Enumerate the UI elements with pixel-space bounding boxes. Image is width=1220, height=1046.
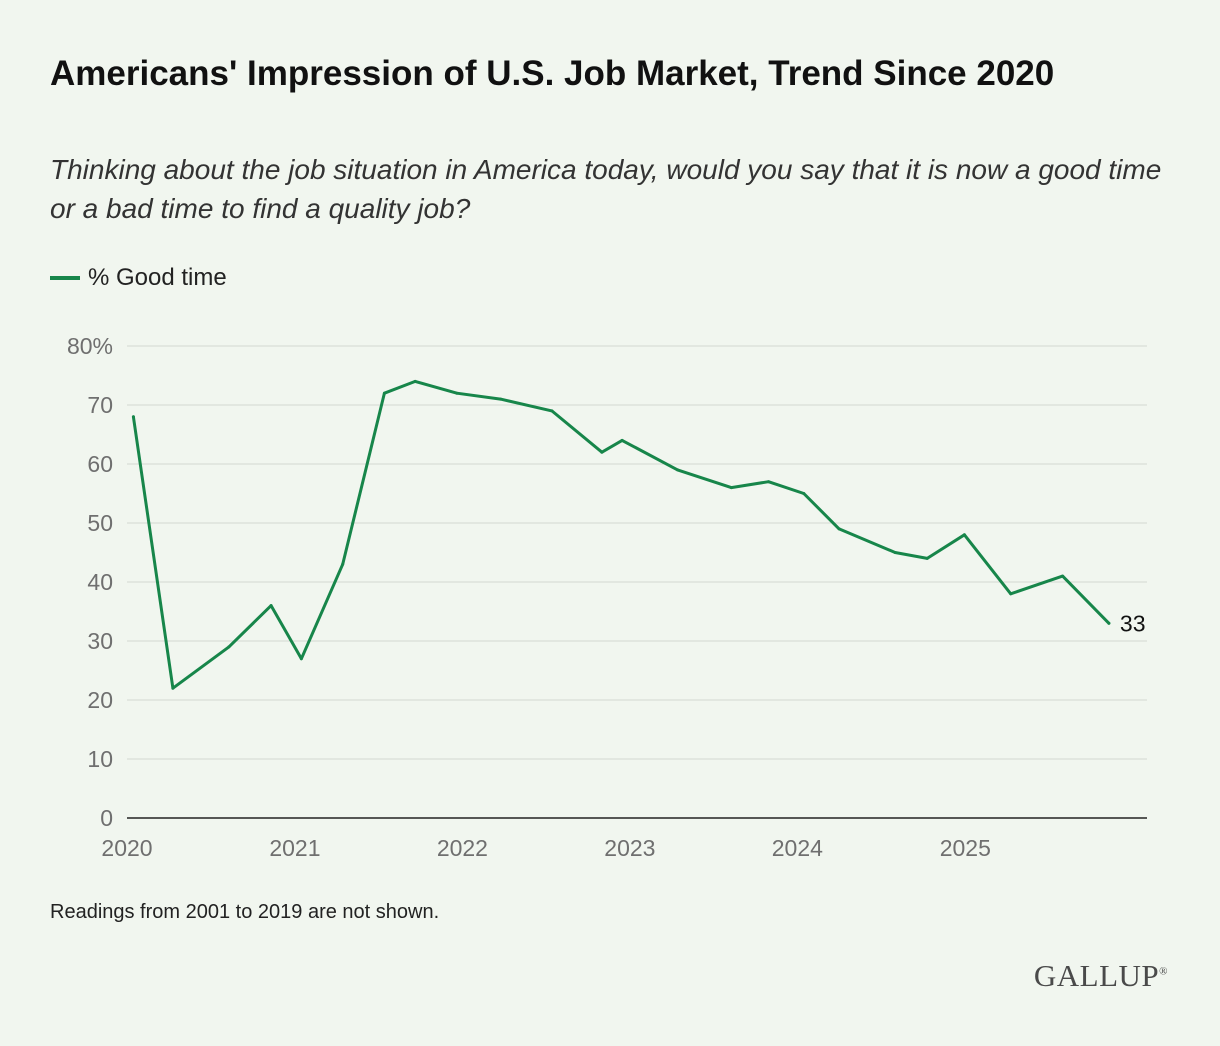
x-tick-label: 2022	[437, 835, 488, 861]
y-tick-label: 40	[87, 569, 113, 595]
chart-subtitle: Thinking about the job situation in Amer…	[50, 154, 1162, 224]
y-tick-label: 60	[87, 451, 113, 477]
data-point	[413, 379, 417, 383]
data-point	[962, 533, 966, 537]
y-tick-label: 70	[87, 392, 113, 418]
data-point	[925, 556, 929, 560]
y-tick-label: 80%	[67, 333, 113, 359]
data-point	[341, 562, 345, 566]
data-point	[269, 604, 273, 608]
data-point	[600, 450, 604, 454]
y-tick-label: 20	[87, 687, 113, 713]
x-tick-label: 2021	[269, 835, 320, 861]
data-point	[802, 492, 806, 495]
data-point	[171, 686, 175, 690]
legend-label: % Good time	[88, 264, 227, 291]
end-value-label: 33	[1120, 610, 1146, 636]
x-tick-label: 2023	[604, 835, 655, 861]
data-point	[550, 409, 554, 413]
gallup-logo: GALLUP®	[1034, 958, 1168, 994]
brand-name: GALLUP	[1033, 958, 1160, 993]
x-tick-label: 2024	[772, 835, 823, 861]
y-tick-label: 30	[87, 628, 113, 654]
data-point	[1107, 621, 1111, 625]
footnote: Readings from 2001 to 2019 are not shown…	[50, 901, 440, 923]
data-point	[837, 527, 841, 531]
data-point	[498, 397, 502, 401]
registered-mark: ®	[1159, 965, 1168, 978]
line-chart: 0 10 20 30 40 50 60 70 80% 2020 2021 2022 2023 2024 20…	[67, 333, 1147, 861]
data-point	[382, 391, 386, 395]
legend-swatch	[50, 276, 80, 280]
y-tick-label: 50	[87, 510, 113, 536]
data-point	[676, 468, 680, 472]
data-point	[1009, 592, 1013, 596]
y-tick-label: 0	[100, 805, 113, 831]
x-tick-label: 2020	[101, 835, 152, 861]
data-point	[620, 438, 624, 442]
chart-title: Americans' Impression of U.S. Job Market…	[50, 54, 1055, 93]
data-point	[893, 551, 897, 554]
data-point	[455, 391, 459, 395]
data-point	[729, 486, 733, 490]
data-point	[227, 645, 231, 649]
y-tick-label: 10	[87, 746, 113, 772]
series-line-good-time	[131, 379, 1111, 690]
legend: % Good time	[50, 264, 227, 292]
data-point	[131, 415, 135, 419]
data-point	[766, 480, 770, 484]
data-point	[299, 657, 303, 661]
data-point	[1061, 574, 1065, 578]
x-tick-label: 2025	[940, 835, 991, 861]
